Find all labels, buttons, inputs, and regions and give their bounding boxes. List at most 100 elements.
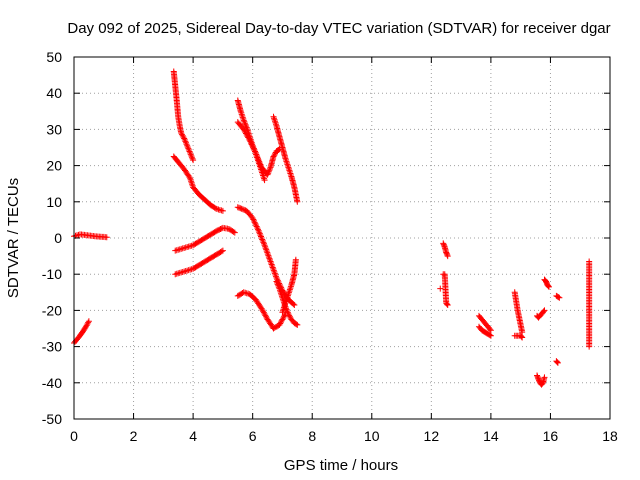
data-point	[250, 217, 257, 224]
data-point	[260, 309, 267, 316]
data-point	[293, 321, 300, 328]
data-point	[253, 151, 260, 158]
data-point	[82, 324, 89, 331]
data-point	[258, 233, 265, 240]
data-point	[277, 320, 284, 327]
x-tick-label: 4	[189, 428, 197, 444]
data-point	[269, 264, 276, 271]
data-point	[218, 248, 225, 255]
data-point	[103, 234, 110, 241]
y-tick-label: -20	[42, 302, 62, 318]
data-point	[518, 333, 525, 340]
data-point	[250, 216, 257, 223]
data-point	[261, 177, 268, 184]
y-tick-label: 10	[46, 194, 62, 210]
data-point	[252, 149, 259, 156]
data-point	[265, 170, 272, 177]
data-point	[256, 229, 263, 236]
data-point	[545, 283, 552, 290]
data-point	[186, 173, 193, 180]
data-point	[272, 271, 279, 278]
series-track-25	[553, 358, 561, 366]
x-tick-label: 12	[424, 428, 440, 444]
series-track-15	[440, 271, 451, 308]
data-point	[260, 239, 267, 246]
data-point	[243, 131, 250, 138]
data-point	[241, 120, 248, 127]
data-point	[252, 220, 259, 227]
y-tick-label: 30	[46, 121, 62, 137]
data-point	[254, 154, 261, 161]
data-point	[263, 313, 270, 320]
data-point	[190, 157, 197, 164]
data-point	[264, 251, 271, 258]
data-point	[280, 313, 287, 320]
data-point	[294, 198, 301, 205]
data-point	[240, 117, 247, 124]
data-point	[82, 323, 89, 330]
series-track-14	[440, 240, 451, 260]
data-point	[262, 245, 269, 252]
data-point	[242, 130, 249, 137]
data-point	[554, 358, 561, 365]
data-point	[180, 134, 187, 141]
data-point	[243, 123, 250, 130]
series-track-20	[511, 332, 526, 341]
data-point	[234, 204, 241, 211]
data-point	[178, 130, 185, 137]
data-point	[238, 205, 245, 212]
data-point	[437, 285, 444, 292]
data-point	[275, 282, 282, 289]
data-point	[253, 223, 260, 230]
data-point	[271, 268, 278, 275]
data-point	[251, 148, 258, 155]
data-point	[260, 240, 267, 247]
data-point	[261, 311, 268, 318]
series-track-03	[170, 68, 197, 164]
data-point	[270, 265, 277, 272]
data-point	[253, 152, 260, 159]
data-point	[259, 236, 266, 243]
x-axis-label: GPS time / hours	[284, 457, 398, 474]
data-point	[272, 273, 279, 280]
data-point	[292, 256, 299, 263]
data-point	[290, 301, 297, 308]
data-point	[252, 222, 259, 229]
data-point	[188, 152, 195, 159]
data-point	[245, 135, 252, 142]
data-point	[291, 301, 298, 308]
series-track-17	[475, 312, 494, 334]
data-point	[244, 133, 251, 140]
data-point	[258, 235, 265, 241]
y-tick-label: -50	[42, 411, 62, 427]
data-point	[519, 329, 526, 336]
data-point	[219, 207, 226, 214]
data-point	[256, 158, 263, 165]
series-track-02	[71, 318, 92, 346]
data-point	[486, 332, 493, 339]
chart-title: Day 092 of 2025, Sidereal Day-to-day VTE…	[67, 20, 610, 37]
data-point	[286, 313, 293, 320]
data-point	[270, 267, 277, 274]
data-point	[279, 316, 286, 323]
data-point	[294, 321, 301, 328]
data-point	[267, 258, 274, 265]
data-point	[181, 135, 188, 142]
data-point	[251, 147, 258, 154]
y-tick-label: 0	[54, 230, 62, 246]
data-point	[274, 281, 281, 288]
data-point	[265, 252, 272, 259]
data-point	[248, 140, 255, 147]
data-point	[219, 247, 226, 254]
data-point	[242, 129, 249, 136]
data-point	[272, 150, 278, 157]
data-point	[254, 224, 261, 231]
data-point	[264, 171, 271, 178]
data-point	[270, 153, 277, 160]
data-point	[237, 205, 244, 212]
data-point	[266, 255, 273, 262]
data-point	[286, 312, 293, 319]
data-point	[554, 359, 561, 366]
